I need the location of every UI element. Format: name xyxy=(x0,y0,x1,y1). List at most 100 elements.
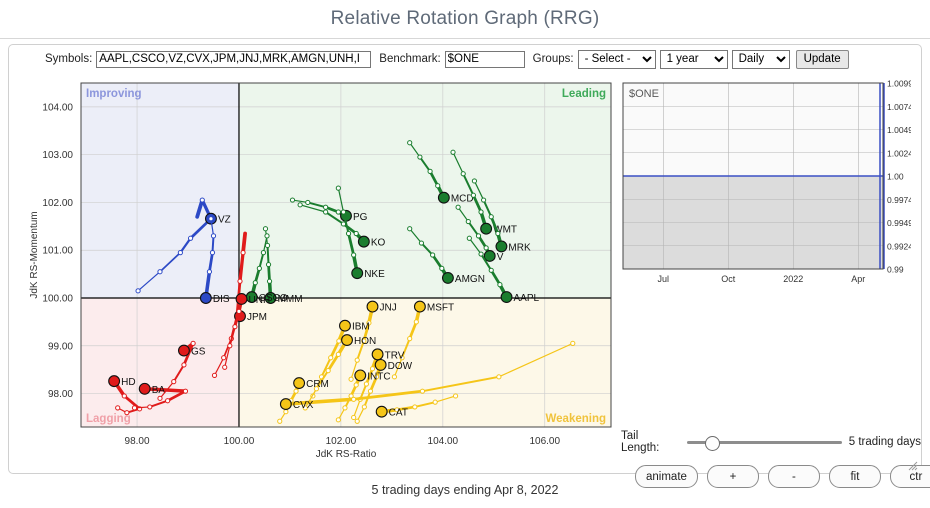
benchmark-x-tick-label: Jul xyxy=(658,274,670,284)
tail-point xyxy=(354,357,360,363)
series-head-marker[interactable] xyxy=(375,405,388,418)
series-head-marker[interactable] xyxy=(374,358,387,371)
rrg-chart[interactable]: Improving Leading Lagging Weakening VZ DIS JPM… xyxy=(23,79,615,469)
series-head-marker[interactable] xyxy=(371,348,384,361)
series-label-HON: HON xyxy=(354,336,376,347)
benchmark-chart[interactable]: 1.0099999 1.0074999 1.0049999 1.0024999 1.00… xyxy=(621,79,927,297)
rrg-series-MRK[interactable]: MRK xyxy=(471,178,531,254)
y-tick-label: 104.00 xyxy=(42,102,73,113)
rrg-series-CSCO[interactable]: CSCO xyxy=(245,233,288,304)
series-label-HD: HD xyxy=(121,377,135,388)
animate-button[interactable]: animate xyxy=(635,465,698,488)
zoom-in-button[interactable]: + xyxy=(706,465,759,488)
tail-point xyxy=(206,269,213,275)
tail-point xyxy=(391,374,398,380)
update-button[interactable]: Update xyxy=(795,49,849,69)
rrg-series-DIS[interactable]: DIS xyxy=(199,216,230,305)
series-head-marker[interactable] xyxy=(264,292,277,304)
rrg-series-CAT[interactable]: CAT xyxy=(375,393,459,419)
zoom-out-button[interactable]: - xyxy=(767,465,820,488)
tail-segment xyxy=(258,251,265,270)
series-head-marker[interactable] xyxy=(500,291,513,303)
series-head-marker[interactable] xyxy=(339,319,351,332)
y-axis-title: JdK RS-Momentum xyxy=(29,211,40,298)
series-head-marker[interactable] xyxy=(235,293,248,305)
tail-length-value: 5 trading days xyxy=(848,436,921,448)
tail-point xyxy=(488,214,494,220)
fit-button[interactable]: fit xyxy=(828,465,881,488)
tail-point xyxy=(366,320,372,326)
rrg-series-MSFT[interactable]: MSFT xyxy=(391,300,454,380)
rrg-series-NKE[interactable]: NKE xyxy=(335,185,385,280)
tail-point xyxy=(450,149,456,155)
symbols-input[interactable] xyxy=(96,50,372,68)
benchmark-input[interactable] xyxy=(444,50,525,68)
series-head-marker[interactable] xyxy=(138,382,151,395)
series-head-marker[interactable] xyxy=(199,292,212,304)
rrg-series-AAPL[interactable]: AAPL xyxy=(466,235,540,304)
rrg-series-CVX[interactable]: CVX xyxy=(279,340,576,411)
tail-length-label: Tail Length: xyxy=(621,430,660,454)
rrg-series-HON[interactable]: HON xyxy=(302,334,376,411)
y-tick-label: 103.00 xyxy=(42,150,73,161)
series-head-marker[interactable] xyxy=(108,375,121,388)
series-head-marker[interactable] xyxy=(441,271,454,284)
tail-point xyxy=(483,245,489,251)
series-head-marker[interactable] xyxy=(495,240,508,253)
series-head-marker[interactable] xyxy=(341,334,353,346)
series-head-marker[interactable] xyxy=(351,267,364,280)
rrg-series-UNH[interactable]: UNH xyxy=(222,293,271,370)
series-label-AAPL: AAPL xyxy=(514,293,540,304)
series-head-marker[interactable] xyxy=(293,377,306,389)
series-label-MRK: MRK xyxy=(508,242,531,253)
tail-segment xyxy=(320,356,332,378)
series-head-marker[interactable] xyxy=(354,369,367,382)
y-tick-label: 102.00 xyxy=(42,198,73,209)
tail-segment xyxy=(489,215,500,235)
rrg-series-CRM[interactable]: CRM xyxy=(277,377,329,424)
rrg-series-DOW[interactable]: DOW xyxy=(354,358,413,424)
tail-length-slider[interactable] xyxy=(687,436,843,451)
slider-track xyxy=(687,441,843,444)
rrg-series-IBM[interactable]: IBM xyxy=(310,319,370,399)
tail-point xyxy=(475,233,482,239)
tail-segment xyxy=(148,399,169,408)
tail-point xyxy=(208,216,214,222)
series-label-MSFT: MSFT xyxy=(427,303,454,314)
interval-select[interactable]: Daily xyxy=(731,49,790,69)
tail-point xyxy=(283,409,289,415)
groups-select[interactable]: - Select - xyxy=(577,49,656,69)
series-head-marker[interactable] xyxy=(279,398,292,411)
slider-knob[interactable] xyxy=(705,436,721,451)
tail-segment xyxy=(409,228,423,244)
series-head-marker[interactable] xyxy=(366,300,379,313)
rrg-series-WMT[interactable]: WMT xyxy=(450,149,517,236)
tail-point xyxy=(452,393,459,399)
tail-point xyxy=(336,338,342,344)
series-head-marker[interactable] xyxy=(357,235,370,248)
series-head-marker[interactable] xyxy=(480,222,493,235)
resize-grip-icon[interactable] xyxy=(906,459,918,471)
rrg-series-MCD[interactable]: MCD xyxy=(407,140,474,205)
rrg-series-JNJ[interactable]: JNJ xyxy=(348,300,397,382)
series-head-marker[interactable] xyxy=(177,344,190,357)
rrg-series-V[interactable]: V xyxy=(455,204,504,263)
benchmark-x-tick-label: Apr xyxy=(851,274,865,284)
rrg-series-BA[interactable]: BA xyxy=(131,382,189,411)
center-button[interactable]: ctr xyxy=(889,465,930,488)
series-head-marker[interactable] xyxy=(483,250,496,262)
series-head-marker[interactable] xyxy=(413,300,426,313)
tail-segment xyxy=(420,242,434,256)
tail-point xyxy=(165,398,171,404)
rrg-series-MMM[interactable]: MMM xyxy=(262,226,303,305)
rrg-series-AMGN[interactable]: AMGN xyxy=(407,226,485,285)
period-select[interactable]: 1 year xyxy=(659,49,728,69)
tail-point xyxy=(260,250,267,256)
series-head-marker[interactable] xyxy=(437,191,450,204)
rrg-series-KO[interactable]: KO xyxy=(297,202,386,249)
tail-segment xyxy=(233,310,241,329)
tail-point xyxy=(262,226,269,232)
symbols-label: Symbols: xyxy=(45,53,93,65)
tail-point xyxy=(131,405,138,411)
rrg-series-GS[interactable]: GS xyxy=(157,340,206,401)
